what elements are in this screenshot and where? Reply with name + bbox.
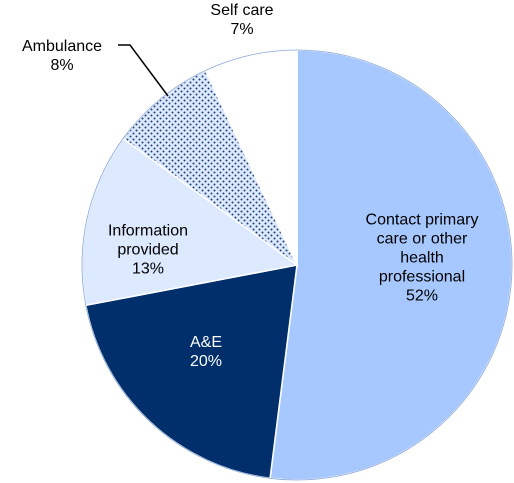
category-name: A&E: [189, 334, 222, 351]
value-label: 52%: [405, 287, 439, 305]
value-label: 20%: [189, 353, 223, 370]
value-label: 8%: [50, 57, 74, 74]
pie-outline: [81, 49, 513, 481]
slice-label: Self care 7%: [192, 1, 292, 39]
slice-label: A&E 20%: [166, 333, 246, 371]
category-name: Self care: [210, 2, 274, 19]
category-name: Ambulance: [21, 38, 103, 55]
value-label: 13%: [131, 260, 165, 278]
slice-label: Ambulance 8%: [7, 37, 117, 75]
slice-label: Contact primary care or other health pro…: [357, 211, 487, 306]
category-name: Contact primary care or other health pro…: [365, 211, 479, 286]
slice-label: Information provided 13%: [88, 222, 208, 279]
leader-line: [118, 44, 169, 97]
value-label: 7%: [230, 21, 254, 38]
category-name: Information provided: [107, 222, 189, 259]
